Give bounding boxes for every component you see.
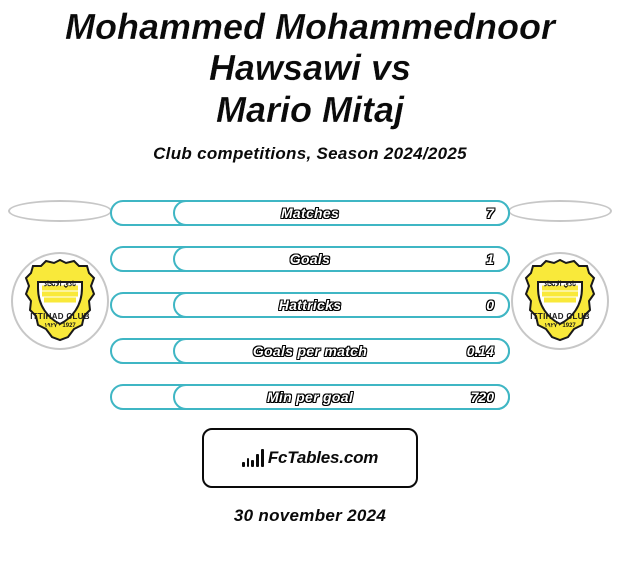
ittihad-shield-icon: نادي الاتحاد ITTIHAD CLUB ١٩٢٧ · 1927 xyxy=(24,258,96,344)
stat-bar-fill xyxy=(173,292,510,318)
club-english-name: ITTIHAD CLUB xyxy=(30,312,90,321)
stat-bar: Goals1 xyxy=(110,246,510,272)
stat-bar-fill xyxy=(173,384,510,410)
stat-bar: Goals per match0.14 xyxy=(110,338,510,364)
club-arabic-name: نادي الاتحاد xyxy=(544,280,576,288)
subtitle: Club competitions, Season 2024/2025 xyxy=(0,144,620,164)
ittihad-shield-icon: نادي الاتحاد ITTIHAD CLUB ١٩٢٧ · 1927 xyxy=(524,258,596,344)
left-club-logo: نادي الاتحاد ITTIHAD CLUB ١٩٢٧ · 1927 xyxy=(11,252,109,350)
page-title: Mohammed Mohammednoor Hawsawi vs Mario M… xyxy=(0,0,620,130)
title-line-2: Mario Mitaj xyxy=(216,89,404,130)
date-text: 30 november 2024 xyxy=(0,506,620,526)
club-year: ١٩٢٧ · 1927 xyxy=(44,322,76,329)
left-column: نادي الاتحاد ITTIHAD CLUB ١٩٢٧ · 1927 xyxy=(8,200,112,350)
right-club-logo: نادي الاتحاد ITTIHAD CLUB ١٩٢٧ · 1927 xyxy=(511,252,609,350)
left-ellipse xyxy=(8,200,112,222)
stat-bar-fill xyxy=(173,200,510,226)
club-arabic-name: نادي الاتحاد xyxy=(44,280,76,288)
title-line-1: Mohammed Mohammednoor Hawsawi vs xyxy=(65,6,555,88)
comparison-content: نادي الاتحاد ITTIHAD CLUB ١٩٢٧ · 1927 نا… xyxy=(0,200,620,526)
right-column: نادي الاتحاد ITTIHAD CLUB ١٩٢٧ · 1927 xyxy=(508,200,612,350)
stat-bar: Hattricks0 xyxy=(110,292,510,318)
stat-bar: Matches7 xyxy=(110,200,510,226)
brand-text: FcTables.com xyxy=(268,448,378,468)
right-ellipse xyxy=(508,200,612,222)
club-year: ١٩٢٧ · 1927 xyxy=(544,322,576,329)
stat-bar-fill xyxy=(173,338,510,364)
stats-bars: Matches7 Goals1 Hattricks0 Goals per match0… xyxy=(110,200,510,410)
stat-bar: Min per goal720 xyxy=(110,384,510,410)
bar-chart-icon xyxy=(242,449,264,467)
brand-box: FcTables.com xyxy=(202,428,418,488)
club-english-name: ITTIHAD CLUB xyxy=(530,312,590,321)
stat-bar-fill xyxy=(173,246,510,272)
